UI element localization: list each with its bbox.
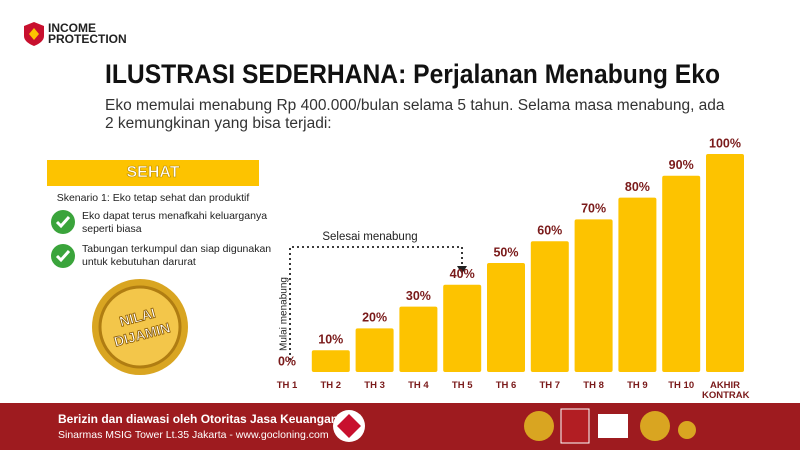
footer-text: Sinarmas MSIG Tower Lt.35 Jakarta - www.…: [58, 429, 329, 441]
x-tick-label: TH 10: [668, 380, 695, 391]
scenario-label: SEHAT: [126, 164, 179, 181]
start-annotation: Mulai menabung: [279, 277, 290, 351]
value-label: 90%: [669, 158, 694, 172]
award-icon: [640, 411, 670, 441]
logo-text: PROTECTION: [48, 32, 127, 46]
check-mark: [55, 250, 71, 263]
bar: [311, 350, 350, 372]
subtitle: Eko memulai menabung Rp 400.000/bulan se…: [105, 97, 725, 132]
footer-logo-mark: [337, 414, 361, 438]
value-label: 50%: [493, 245, 518, 259]
x-tick-label: TH 1: [276, 380, 298, 391]
x-tick-label: TH 5: [451, 380, 473, 391]
award-icon: [598, 414, 628, 438]
scenario-description: Skenario 1: Eko tetap sehat dan produkti…: [57, 192, 250, 204]
check-mark: [55, 216, 71, 229]
value-label: 30%: [406, 289, 431, 303]
bar: [530, 241, 569, 372]
x-tick-label: TH 3: [364, 380, 385, 391]
value-label: 0%: [278, 354, 296, 368]
scenario-banner: [47, 160, 259, 186]
logo-text: INCOME: [48, 21, 96, 35]
arrow-head: [457, 266, 467, 274]
bar: [706, 154, 744, 372]
bar: [662, 175, 701, 372]
bar: [574, 219, 613, 372]
value-label: 70%: [581, 202, 606, 216]
award-icon: [678, 421, 696, 439]
x-tick-label: TH 8: [583, 380, 604, 391]
value-label: 20%: [362, 311, 387, 325]
award-icon: [560, 408, 590, 444]
value-label: 40%: [450, 267, 475, 281]
x-tick-label: TH 7: [539, 380, 561, 391]
value-label: 100%: [709, 136, 741, 150]
end-annotation: Selesai menabung: [322, 231, 417, 243]
value-label: 80%: [625, 180, 650, 194]
scenario-point: Eko dapat terus menafkahi keluarganya se…: [82, 210, 268, 235]
value-label: 10%: [318, 332, 343, 346]
bar: [618, 197, 657, 372]
bar: [399, 306, 438, 372]
badge-inner: [98, 285, 182, 369]
value-label: 60%: [537, 223, 562, 237]
footer-text: Berizin dan diawasi oleh Otoritas Jasa K…: [58, 412, 338, 426]
award-icon: [524, 411, 554, 441]
scenario-point: Tabungan terkumpul dan siap digunakan un…: [82, 243, 272, 268]
logo-mark: [29, 28, 39, 40]
bar: [355, 328, 394, 372]
x-tick-label: AKHIR KONTRAK: [702, 380, 750, 401]
x-tick-label: TH 4: [408, 380, 429, 391]
bar: [487, 263, 525, 372]
annotation-arrow: [289, 246, 463, 360]
title: ILUSTRASI SEDERHANA: Perjalanan Menabung…: [105, 59, 720, 89]
bar: [443, 284, 482, 372]
x-tick-label: TH 9: [627, 380, 648, 391]
x-tick-label: TH 6: [495, 380, 517, 391]
x-tick-label: TH 2: [320, 380, 342, 391]
